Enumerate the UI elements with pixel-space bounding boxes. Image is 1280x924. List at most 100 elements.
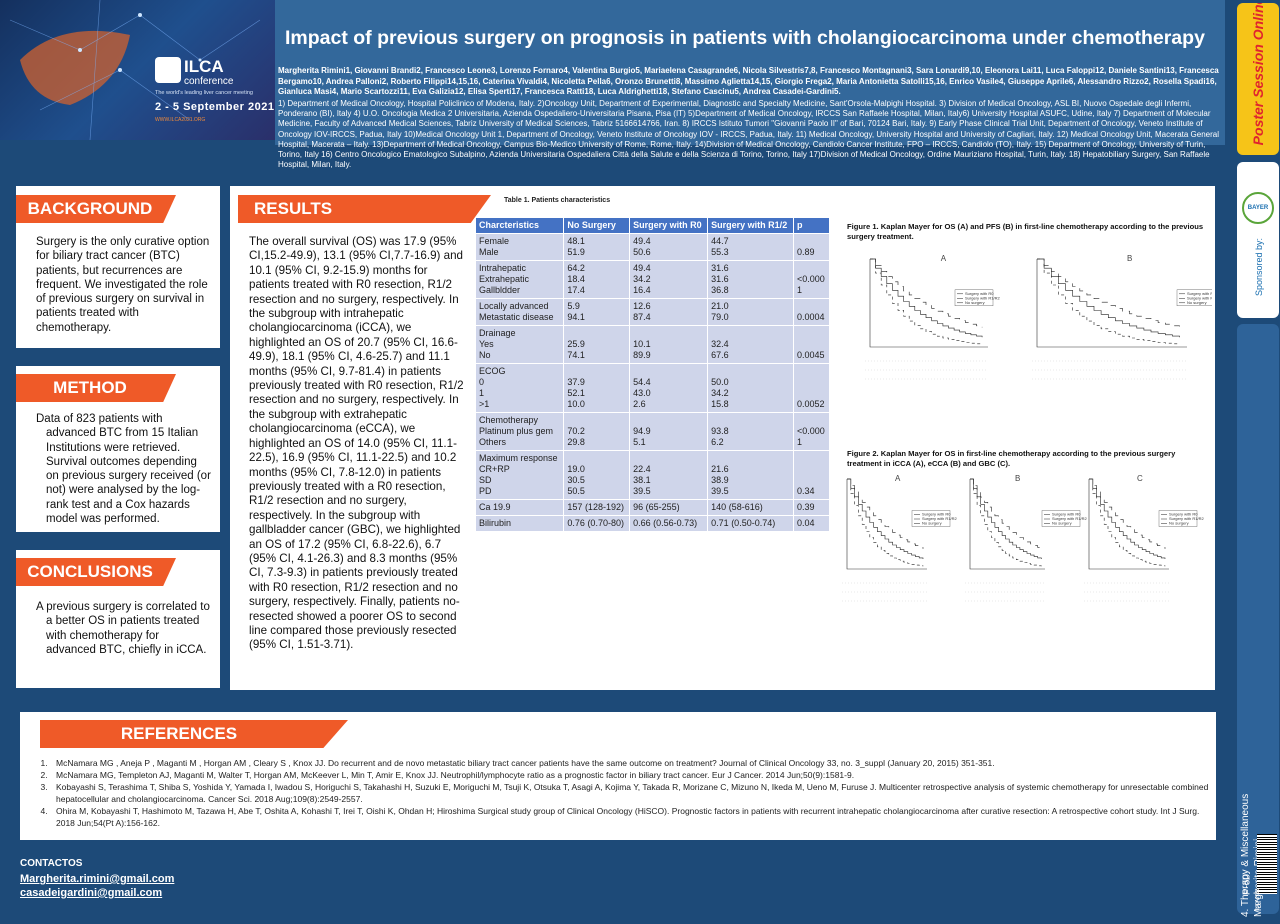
table-header-cell: Charcteristics: [474, 217, 565, 234]
figure1-caption: Figure 1. Kaplan Mayer for OS (A) and PF…: [847, 222, 1204, 241]
km-legend-box: [1158, 510, 1198, 527]
author-list: Margherita Rimini1, Giovanni Brandi2, Fr…: [278, 66, 1219, 96]
panel-letter: A: [895, 474, 901, 483]
km-curve: [1037, 258, 1180, 328]
table-cell-c3: 140 (58-616): [707, 499, 794, 516]
table-cell-c3: 44.7 55.3: [707, 233, 794, 261]
panel-letter: B: [1015, 474, 1020, 483]
table-cell-label: Bilirubin: [474, 515, 565, 532]
km-curve: [1037, 258, 1180, 338]
km-curve: [1089, 478, 1166, 559]
table-cell-c2: 94.9 5.1: [629, 412, 709, 451]
barcode-icon: [1257, 834, 1277, 894]
km-curve: [1037, 258, 1180, 345]
km-legend-item: Surgery with R1/R2: [1187, 295, 1212, 300]
table-row: Chemotherapy Platinum plus gem Others 70.…: [474, 412, 830, 451]
table-cell-label: Intrahepatic Extrahepatic Gallbldder: [474, 260, 565, 299]
table-cell-c3: 21.6 38.9 39.5: [707, 450, 794, 500]
contact-email-2[interactable]: casadeigardini@gmail.com: [20, 887, 163, 899]
table-cell-p: 0.39: [793, 499, 830, 516]
table-cell-c1: 5.9 94.1: [563, 298, 631, 326]
poster-code: ILCA2021: [1255, 887, 1261, 911]
table-cell-c2: 96 (65-255): [629, 499, 709, 516]
poster-session-logo: Poster Session Online: [1237, 3, 1279, 155]
table-cell-c3: 32.4 67.6: [707, 325, 794, 364]
panel-letter: C: [1137, 474, 1143, 483]
table-cell-c1: 157 (128-192): [563, 499, 631, 516]
risk-table-area: [970, 577, 1045, 605]
table-cell-p: 0.34: [793, 450, 830, 500]
table-cell-p: 0.0052: [793, 363, 830, 413]
km-legend-item: Surgery with R0: [965, 291, 994, 296]
km-legend-item: Surgery with R1/R2: [1169, 516, 1204, 521]
table-cell-p: 0.0045: [793, 325, 830, 364]
km-curve: [1089, 478, 1166, 549]
table-row: Drainage Yes No 25.9 74.1 10.1 89.9 32.4 67…: [474, 325, 830, 364]
reference-item: McNamara MG , Aneja P , Maganti M , Horg…: [50, 757, 1216, 769]
km-legend-item: Surgery with R0: [922, 512, 951, 517]
risk-table-area: [1089, 577, 1169, 605]
method-text: Data of 823 patients with advanced BTC f…: [36, 413, 211, 526]
table-cell-c2: 22.4 38.1 39.5: [629, 450, 709, 500]
reference-item: McNamara MG, Templeton AJ, Maganti M, Wa…: [50, 769, 1216, 781]
table-cell-c2: 0.66 (0.56-0.73): [629, 515, 709, 532]
ilca-word: conference: [184, 76, 234, 87]
table-cell-c3: 93.8 6.2: [707, 412, 794, 451]
km-legend-item: Surgery with R1/R2: [922, 516, 957, 521]
poster-title: Impact of previous surgery on prognosis …: [285, 27, 1205, 49]
table-row: Ca 19.9 157 (128-192) 96 (65-255) 140 (58-6…: [474, 499, 830, 516]
km-legend-item: Surgery with R1/R2: [965, 295, 1000, 300]
km-legend-item: Surgery with R0: [1187, 291, 1212, 296]
references-list: McNamara MG , Aneja P , Maganti M , Horg…: [34, 757, 1216, 829]
table-cell-c3: 31.6 31.6 36.8: [707, 260, 794, 299]
table-cell-c2: 49.4 50.6: [629, 233, 709, 261]
bayer-text: BAYER: [1247, 205, 1269, 211]
contact-email-1[interactable]: Margherita.rimini@gmail.com: [20, 873, 175, 885]
table-row: Bilirubin 0.76 (0.70-80) 0.66 (0.56-0.73) 0…: [474, 515, 830, 532]
table-header-cell: No Surgery: [563, 217, 631, 234]
km-legend-box: [911, 510, 951, 527]
reference-item: Kobayashi S, Terashima T, Shiba S, Yoshi…: [50, 781, 1216, 805]
table-cell-c1: 25.9 74.1: [563, 325, 631, 364]
conference-tagline: The world's leading liver cancer meeting: [155, 90, 253, 96]
table-header-cell: p: [793, 217, 830, 234]
table-cell-c3: 0.71 (0.50-0.74): [707, 515, 794, 532]
table-row: Female Male 48.1 51.9 49.4 50.6 44.7 55.3 0.…: [474, 233, 830, 261]
km-curve: [847, 478, 924, 567]
conclusions-text-box: A previous surgery is correlated to a be…: [16, 586, 220, 657]
km-curve: [870, 258, 983, 328]
table-cell-label: Female Male: [474, 233, 565, 261]
table-cell-label: Chemotherapy Platinum plus gem Others: [474, 412, 565, 451]
conference-dates: 2 - 5 September 2021: [155, 101, 275, 113]
panel-letter: B: [1127, 254, 1132, 263]
table-cell-p: 0.04: [793, 515, 830, 532]
km-legend-box: [1176, 289, 1212, 306]
km-axes: [1088, 479, 1169, 570]
table-cell-p: 0.89: [793, 233, 830, 261]
table-header-cell: Surgery with R0: [629, 217, 709, 234]
km-curve: [970, 478, 1042, 567]
table-cell-p: 0.0004: [793, 298, 830, 326]
patients-table: Charcteristics No Surgery Surgery with R0 S…: [474, 217, 830, 532]
results-panel: RESULTS The overall survival (OS) was 17…: [230, 186, 1215, 690]
km-curve: [970, 478, 1042, 559]
reference-item: Ohira M, Kobayashi T, Hashimoto M, Tazaw…: [50, 805, 1216, 829]
km-axes: [1036, 259, 1187, 348]
conference-logo-panel: ILCA conference The world's leading live…: [0, 0, 275, 140]
poster-brand: Poster Session Online: [1250, 3, 1266, 146]
km-axes: [869, 259, 988, 348]
table-caption: Table 1. Patients characteristics: [504, 197, 611, 204]
table-cell-c3: 50.0 34.2 15.8: [707, 363, 794, 413]
sponsor-box: BAYER Sponsored by:: [1237, 162, 1279, 318]
affiliations: 1) Department of Medical Oncology, Hospi…: [278, 99, 1220, 170]
background-text: Surgery is the only curative option for …: [36, 236, 210, 334]
results-text: The overall survival (OS) was 17.9 (95% …: [249, 235, 464, 652]
title-banner: [275, 0, 1225, 145]
km-curve: [847, 478, 924, 559]
km-legend-item: No surgery: [965, 300, 985, 305]
results-heading: RESULTS: [238, 195, 491, 223]
km-legend-item: No surgery: [1052, 521, 1072, 526]
table-cell-c2: 54.4 43.0 2.6: [629, 363, 709, 413]
